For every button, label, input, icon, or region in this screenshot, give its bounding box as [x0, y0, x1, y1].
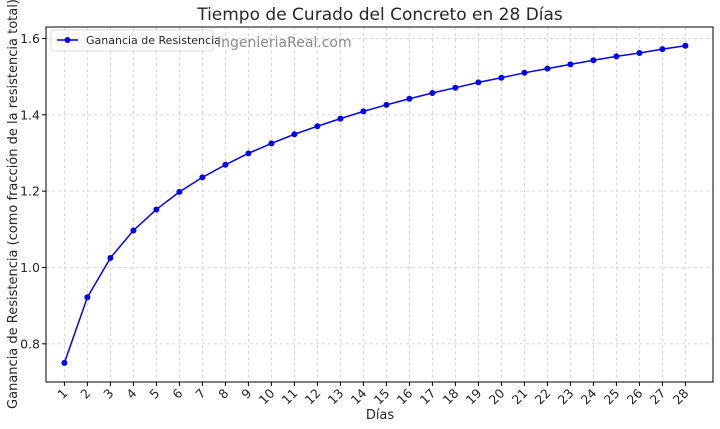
data-point — [107, 254, 114, 261]
data-point — [360, 108, 367, 115]
data-point — [452, 84, 459, 91]
chart-title: Tiempo de Curado del Concreto en 28 Días — [196, 5, 563, 25]
data-point — [130, 227, 137, 234]
data-point — [429, 90, 436, 97]
x-tick-label: 22 — [532, 386, 554, 408]
x-tick-label: 16 — [394, 385, 416, 407]
data-point — [498, 74, 505, 81]
data-point — [659, 46, 666, 53]
x-tick-label: 17 — [417, 386, 439, 408]
data-point — [544, 65, 551, 72]
watermark-text: IngenieriaReal.com — [217, 35, 352, 51]
data-point — [613, 53, 620, 60]
x-tick-label: 1 — [54, 386, 70, 402]
x-tick-label: 26 — [624, 385, 646, 407]
data-point — [636, 49, 643, 56]
data-point — [383, 101, 390, 108]
x-tick-label: 8 — [215, 385, 231, 401]
x-tick-label: 3 — [100, 386, 116, 402]
y-tick-label: 0.8 — [20, 336, 40, 351]
x-tick-label: 11 — [279, 386, 301, 408]
legend-box — [50, 29, 214, 52]
plot-frame — [45, 26, 714, 383]
series-line — [63, 44, 686, 364]
data-point — [84, 294, 91, 301]
x-tick-label: 7 — [192, 386, 208, 402]
legend-marker-sample — [64, 37, 71, 43]
y-tick-label: 1.6 — [20, 31, 40, 46]
x-tick-label: 13 — [325, 386, 347, 408]
data-point — [567, 61, 574, 68]
x-tick-label: 21 — [509, 386, 531, 408]
x-tick-label: 10 — [256, 385, 278, 407]
y-axis-label: Ganancia de Resistencia (como fracción d… — [6, 0, 21, 409]
x-tick-label: 23 — [555, 386, 577, 408]
x-tick-label: 15 — [371, 386, 393, 408]
data-point — [245, 150, 252, 157]
y-tick-label: 1.4 — [20, 107, 40, 122]
data-point — [314, 123, 321, 130]
x-tick-label: 25 — [601, 386, 623, 408]
x-axis-ticks: 1 2 3 4 5 6 7 8 9 10 11 12 13 14 15 16 17 18 19 20 21 22 23 24 2… — [54, 382, 692, 408]
x-tick-label: 2 — [77, 386, 93, 402]
data-point — [61, 359, 68, 366]
legend-entry-label: Ganancia de Resistencia — [86, 34, 221, 47]
data-point — [406, 95, 413, 102]
data-point — [222, 161, 229, 168]
y-axis-ticks: 0.8 1.0 1.2 1.4 1.6 — [20, 31, 46, 351]
x-tick-label: 6 — [169, 385, 185, 401]
x-tick-label: 14 — [348, 385, 370, 407]
x-tick-label: 28 — [670, 385, 692, 407]
data-point — [521, 69, 528, 76]
data-point — [176, 188, 183, 195]
data-point — [268, 140, 275, 147]
data-point — [337, 115, 344, 122]
data-point — [475, 79, 482, 86]
grid — [46, 27, 713, 382]
y-tick-label: 1.2 — [20, 184, 40, 199]
legend: Ganancia de Resistencia — [50, 29, 221, 52]
data-point — [199, 174, 206, 181]
data-point — [291, 131, 298, 138]
data-point — [590, 57, 597, 64]
x-tick-label: 18 — [440, 385, 462, 407]
series-layer — [61, 42, 689, 366]
x-tick-label: 20 — [486, 385, 508, 407]
y-tick-label: 1.0 — [20, 260, 40, 275]
x-tick-label: 19 — [463, 385, 485, 407]
x-tick-label: 4 — [123, 385, 139, 401]
data-point — [153, 206, 160, 213]
x-tick-label: 5 — [146, 386, 162, 402]
data-point — [682, 42, 689, 49]
x-tick-label: 9 — [238, 385, 254, 401]
x-axis-label: Días — [366, 408, 395, 423]
x-tick-label: 27 — [647, 386, 669, 408]
x-tick-label: 24 — [578, 385, 600, 407]
x-tick-label: 12 — [302, 386, 324, 408]
